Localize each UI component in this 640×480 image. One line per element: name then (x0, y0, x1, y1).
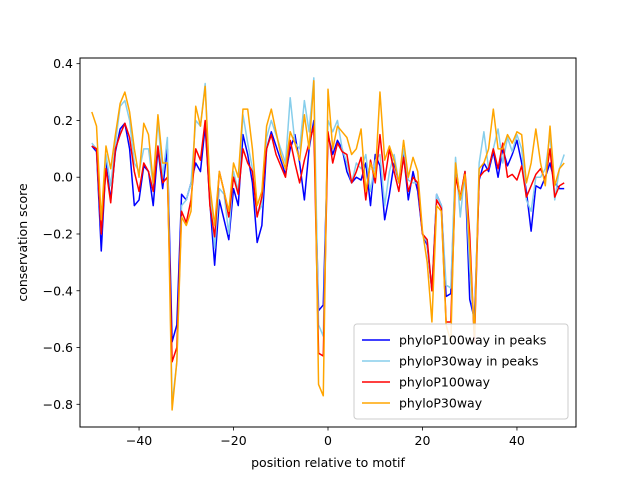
y-tick-label: −0.2 (43, 226, 73, 241)
x-tick-label: 40 (509, 433, 525, 448)
x-tick-label: −20 (220, 433, 246, 448)
x-axis: −40 −20 0 20 40 (126, 427, 525, 448)
series-layer (91, 77, 565, 411)
x-tick-label: 20 (415, 433, 431, 448)
legend-label-4: phyloP30way (399, 396, 483, 411)
legend-label-2: phyloP30way in peaks (399, 354, 538, 369)
legend-label-1: phyloP100way in peaks (399, 333, 546, 348)
y-tick-label: 0.0 (53, 170, 73, 185)
y-axis: −0.8 −0.6 −0.4 −0.2 0.0 0.2 0.4 (43, 56, 80, 412)
legend: phyloP100way in peaks phyloP30way in peak… (353, 323, 569, 420)
series-line-4 (91, 79, 565, 411)
y-tick-label: −0.8 (43, 397, 73, 412)
y-tick-label: −0.6 (43, 340, 73, 355)
y-tick-label: 0.2 (53, 113, 73, 128)
x-tick-label: −40 (126, 433, 152, 448)
y-axis-label: conservation score (15, 183, 30, 302)
y-tick-label: 0.4 (53, 56, 73, 71)
legend-label-3: phyloP100way (399, 375, 491, 390)
legend-box (353, 323, 569, 420)
x-tick-label: 0 (324, 433, 332, 448)
x-axis-label: position relative to motif (251, 455, 405, 470)
y-tick-label: −0.4 (43, 283, 73, 298)
